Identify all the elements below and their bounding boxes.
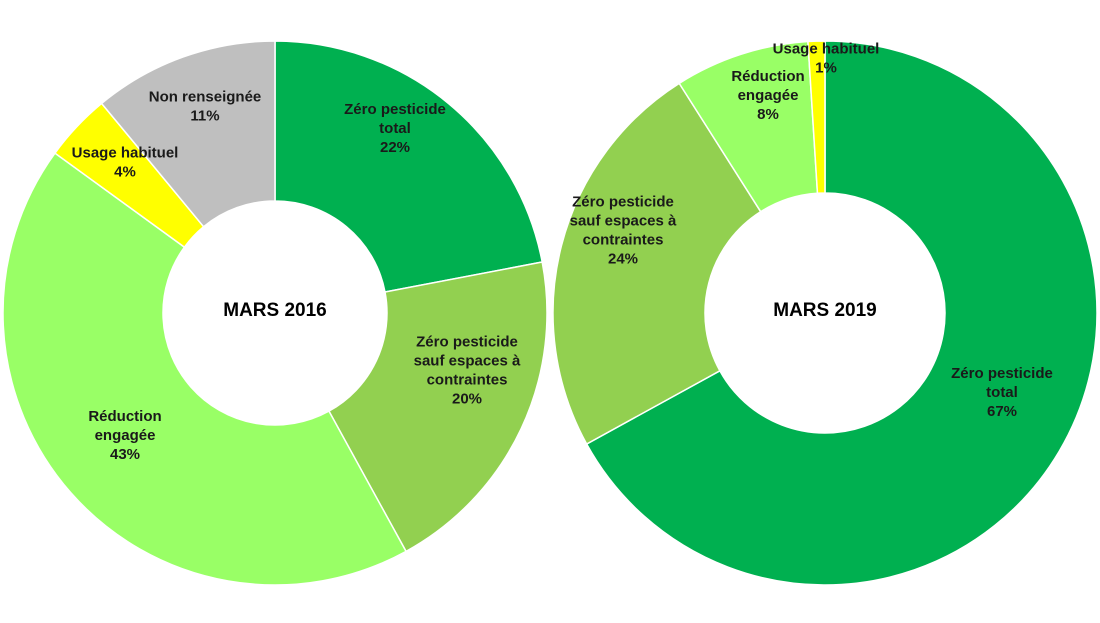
slice-data-label: Zéro pesticide total 22%: [344, 101, 446, 156]
donut-chart-mars-2016: MARS 2016 Zéro pesticide total 22% Zéro pes…: [2, 40, 548, 586]
slice-data-label: Usage habituel 1%: [773, 41, 880, 77]
donut-slice: [2, 152, 408, 586]
donut-slice: [100, 40, 276, 228]
donut-slice: [552, 82, 762, 446]
slice-data-label: Usage habituel 4%: [72, 145, 179, 181]
slice-data-label: Zéro pesticide total 67%: [951, 365, 1053, 420]
slice-data-label: Réduction engagée 43%: [88, 408, 161, 463]
slice-data-label: Zéro pesticide sauf espaces à contraintes 2…: [570, 194, 677, 268]
donut-slice: [327, 261, 548, 553]
chart-center-title: MARS 2019: [773, 300, 877, 321]
donut-slice: [585, 40, 1098, 586]
donut-chart-mars-2019: MARS 2019 Zéro pesticide total 67% Zéro pes…: [552, 40, 1098, 586]
chart-center-title: MARS 2016: [223, 300, 327, 321]
slice-data-label: Zéro pesticide sauf espaces à contraintes 2…: [414, 334, 521, 408]
donut-slice: [807, 40, 826, 195]
slice-data-label: Non renseignée 11%: [149, 89, 262, 125]
donut-slice: [274, 40, 544, 293]
slice-data-label: Réduction engagée 8%: [731, 68, 804, 123]
